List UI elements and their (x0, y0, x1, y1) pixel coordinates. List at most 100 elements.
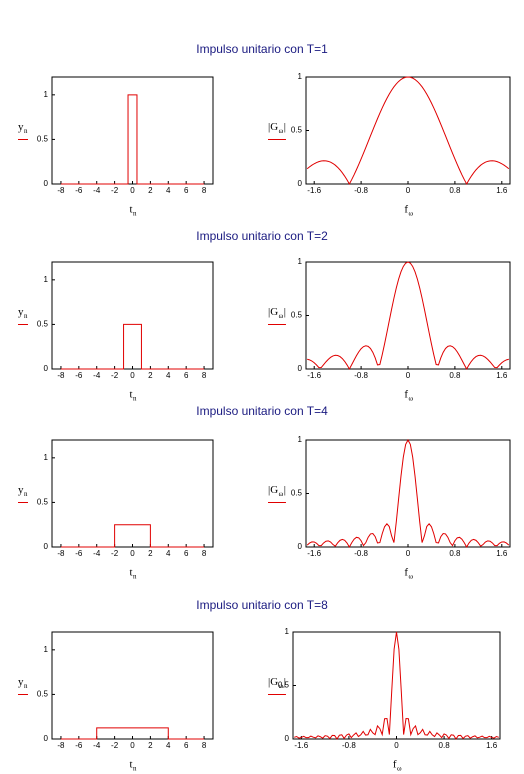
y-axis-label: |G (268, 121, 278, 133)
y-tick-label: 0.5 (291, 489, 303, 498)
x-tick-label: -8 (57, 186, 65, 195)
x-tick-label: 0.8 (439, 741, 451, 750)
x-tick-label: 0 (394, 741, 399, 750)
x-tick-label: -4 (93, 371, 101, 380)
x-axis-label: f (404, 204, 408, 216)
y-tick-label: 1 (44, 453, 49, 462)
plot-frame (292, 631, 501, 740)
trace (294, 631, 499, 740)
plot-frame (305, 261, 511, 370)
x-tick-label: 2 (148, 186, 153, 195)
y-tick-label: 0.5 (37, 135, 49, 144)
x-tick-label: 4 (166, 549, 171, 558)
y-axis-label-sub: n (24, 127, 28, 135)
x-axis-label-sub: n (133, 210, 137, 218)
x-tick-label: 0.8 (449, 186, 461, 195)
y-axis-label-sub: ω (279, 490, 284, 498)
y-axis-label: y (18, 484, 24, 496)
y-tick-label: 0 (44, 734, 49, 743)
x-tick-label: -6 (75, 549, 83, 558)
y-tick-label: 0.5 (37, 320, 49, 329)
x-tick-label: 0 (406, 549, 411, 558)
x-tick-label: 8 (202, 741, 207, 750)
y-tick-label: 0 (298, 542, 303, 551)
section-title: Impulso unitario con T=1 (196, 42, 328, 56)
x-tick-label: 1.6 (496, 549, 508, 558)
y-axis-label: y (18, 676, 24, 688)
x-tick-label: -0.8 (354, 549, 368, 558)
y-tick-label: 1 (298, 72, 303, 81)
x-tick-label: 6 (184, 741, 189, 750)
x-axis-label: t (129, 567, 132, 579)
x-tick-label: 6 (184, 186, 189, 195)
y-tick-label: 0 (44, 179, 49, 188)
y-tick-label: 0 (285, 734, 290, 743)
y-tick-label: 1 (298, 435, 303, 444)
x-tick-label: -6 (75, 371, 83, 380)
section-title: Impulso unitario con T=4 (196, 404, 328, 418)
x-tick-label: 1.6 (496, 371, 508, 380)
plot-frame (305, 439, 511, 548)
plot-frame (51, 76, 214, 185)
x-tick-label: -1.6 (307, 186, 321, 195)
x-axis-label: f (393, 759, 397, 771)
x-axis-label-sub: n (133, 395, 137, 403)
x-tick-label: -1.6 (294, 741, 308, 750)
y-axis-label: |G (268, 676, 278, 688)
y-tick-label: 1 (298, 257, 303, 266)
y-axis-label-sub: n (24, 490, 28, 498)
y-axis-label-sub: ω (279, 682, 284, 690)
x-tick-label: -0.8 (354, 371, 368, 380)
y-axis-label: |G (268, 306, 278, 318)
trace (60, 524, 205, 548)
trace (60, 727, 205, 740)
y-axis-label: |G (268, 484, 278, 496)
x-tick-label: 1.6 (496, 186, 508, 195)
x-tick-label: 1.6 (486, 741, 498, 750)
y-tick-label: 0 (298, 179, 303, 188)
x-tick-label: -8 (57, 549, 65, 558)
plot-frame (51, 631, 214, 740)
trace (306, 76, 510, 186)
x-tick-label: 0.8 (449, 549, 461, 558)
y-tick-label: 1 (44, 90, 49, 99)
x-tick-label: 0 (406, 371, 411, 380)
section-title: Impulso unitario con T=8 (196, 598, 328, 612)
x-tick-label: 0 (130, 371, 135, 380)
x-axis-label-sub: ω (397, 765, 402, 773)
y-axis-label-sub: ω (279, 127, 284, 135)
y-tick-label: 0 (44, 364, 49, 373)
x-axis-label: t (129, 389, 132, 401)
y-axis-label-end: | (284, 121, 286, 133)
x-axis-label-sub: ω (409, 573, 414, 581)
section-title: Impulso unitario con T=2 (196, 229, 328, 243)
x-tick-label: -4 (93, 186, 101, 195)
x-tick-label: -4 (93, 549, 101, 558)
x-axis-label-sub: ω (409, 210, 414, 218)
plot-frame (305, 76, 511, 185)
x-tick-label: -2 (111, 741, 119, 750)
x-tick-label: -2 (111, 186, 119, 195)
x-axis-label: f (404, 389, 408, 401)
x-tick-label: 8 (202, 549, 207, 558)
x-axis-label-sub: n (133, 765, 137, 773)
y-tick-label: 0.5 (278, 681, 290, 690)
y-tick-label: 1 (44, 645, 49, 654)
x-axis-label: t (129, 204, 132, 216)
plot-frame (51, 439, 214, 548)
x-tick-label: -8 (57, 741, 65, 750)
x-tick-label: 4 (166, 186, 171, 195)
x-axis-label: f (404, 567, 408, 579)
trace (60, 323, 205, 370)
x-tick-label: 0 (130, 549, 135, 558)
y-tick-label: 1 (285, 627, 290, 636)
x-axis-label-sub: ω (409, 395, 414, 403)
x-tick-label: -2 (111, 371, 119, 380)
x-tick-label: 6 (184, 549, 189, 558)
y-tick-label: 0.5 (291, 311, 303, 320)
trace (60, 94, 205, 185)
x-tick-label: 2 (148, 741, 153, 750)
x-tick-label: -0.8 (342, 741, 356, 750)
x-tick-label: -0.8 (354, 186, 368, 195)
